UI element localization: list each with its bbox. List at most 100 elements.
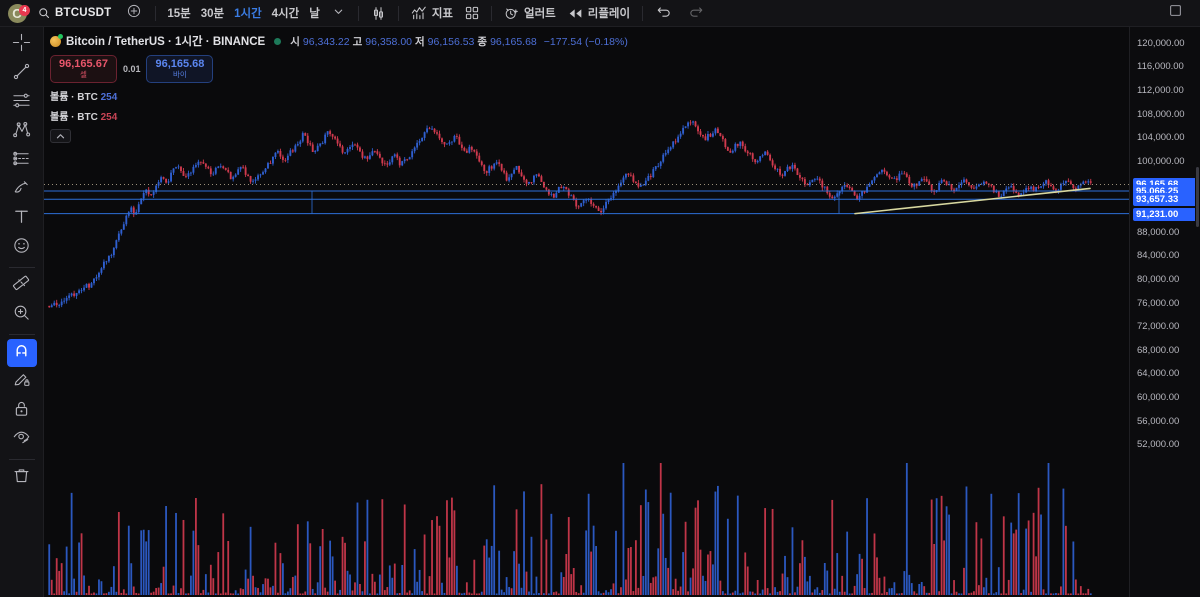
price-change: −177.54 (−0.18%) [543,35,628,48]
ohlc-high-key: 고 [352,35,363,48]
legend-title-row: Bitcoin / TetherUS · 1시간 · BINANCE 시 96,… [50,33,628,49]
timeframe-more-button[interactable] [325,4,352,22]
price-tick: 88,000.00 [1137,226,1180,238]
price-tick: 108,000.00 [1137,108,1185,120]
sidebar-item-remove-drawings-tool[interactable] [7,464,37,492]
price-scale[interactable]: 120,000.00 116,000.00 112,000.00 108,000.00… [1129,27,1200,597]
fib-projection-icon [12,149,31,173]
volume-legend-row-1[interactable]: 볼륨 · BTC 254 [50,88,628,103]
eye-slash-icon [12,428,31,452]
spread-value: 0.01 [122,63,141,74]
replay-label: 리플레이 [587,8,631,20]
volume-series-group [48,463,1092,595]
layout-button[interactable] [459,3,485,23]
alert-button[interactable]: 얼러트 [498,2,562,24]
sidebar-item-text-tool[interactable] [7,205,37,233]
sidebar-item-lock-drawings-tool[interactable] [7,397,37,425]
toolbar-divider-3 [397,5,399,21]
toolbar-divider-left-3 [8,459,35,460]
price-tick: 56,000.00 [1137,415,1180,427]
sidebar-item-crosshair-tool[interactable] [7,31,37,59]
timeframe-15m[interactable]: 15분 [167,8,191,20]
sidebar-item-measure-tool[interactable] [7,272,37,300]
sidebar-item-pitchfork-tool[interactable] [7,118,37,146]
volume-legend-value-2: 254 [100,111,118,123]
price-tick: 72,000.00 [1137,321,1180,333]
vertical-scrollbar[interactable] [1195,27,1200,597]
sidebar-item-magnet-tool[interactable] [6,339,37,367]
toolbar-divider [155,5,157,21]
pencil-lock-icon [12,370,31,394]
sidebar-item-emoji-tool[interactable] [7,234,37,262]
sidebar-item-brush-tool[interactable] [7,176,37,204]
buy-button[interactable]: 96,165.68 바이 [146,55,214,83]
indicators-icon [411,5,427,21]
timeframe-30m[interactable]: 30분 [200,8,225,20]
price-tick: 100,000.00 [1137,155,1185,167]
plus-circle-icon [127,4,141,23]
price-badge[interactable]: 93,657.33 [1133,193,1197,207]
chevron-down-icon [333,4,344,22]
price-tick: 76,000.00 [1137,297,1180,309]
smiley-icon [12,236,31,260]
toolbar-divider-4 [490,5,492,21]
lock-icon [12,399,31,423]
redo-button[interactable] [680,4,711,22]
ohlc-low-key: 저 [415,35,425,48]
app-logo[interactable]: C 4 [0,3,34,23]
sidebar-item-trend-line-tool[interactable] [7,60,37,88]
sidebar-item-hide-drawings-tool[interactable] [7,426,37,454]
undo-button[interactable] [649,4,680,22]
buy-label: 바이 [173,69,187,79]
buy-price: 96,165.68 [155,58,205,70]
brush-icon [12,178,31,202]
price-badge-value: 91,231.00 [1136,208,1179,220]
trendline-group [854,187,1091,215]
toolbar-divider-2 [357,5,359,21]
price-tick: 120,000.00 [1137,37,1185,49]
scrollbar-thumb[interactable] [1196,167,1199,227]
collapse-legend-button[interactable] [50,127,71,145]
sidebar-item-horizontal-lines-tool[interactable] [7,89,37,117]
sidebar-item-zoom-tool[interactable] [7,301,37,329]
square-outline-icon [1169,4,1182,22]
timeframe-4h[interactable]: 4시간 [271,8,300,20]
replay-button[interactable]: 리플레이 [562,2,636,24]
top-toolbar: C 4 BTCUSDT 15분 30분 1시간 4시간 날 [0,0,1200,27]
price-series-group [48,120,1092,308]
ohlc-open-value: 96,343.22 [302,35,350,48]
ruler-icon [12,274,31,298]
bitcoin-icon [50,35,61,47]
timeframe-1d[interactable]: 날 [309,8,320,20]
market-status-dot [274,37,282,45]
sidebar-item-drawing-mode-tool[interactable] [7,368,37,396]
price-badge[interactable]: 91,231.00 [1133,207,1197,221]
ohlc-values: 시 96,343.22 고 96,358.00 저 96,156.53 종 96… [290,34,628,49]
volume-legend-label-1: 볼륨 · BTC [50,91,98,103]
trash-icon [12,466,31,490]
chevron-up-icon [56,127,65,145]
search-icon [38,7,50,19]
redo-arrow-icon [688,4,703,22]
indicators-button[interactable]: 지표 [405,2,459,24]
fullscreen-button[interactable] [1161,4,1190,22]
trend-line-icon [12,62,31,86]
ohlc-open-key: 시 [290,35,300,48]
rewind-icon [568,7,583,20]
symbol-search[interactable]: BTCUSDT [34,0,119,26]
sidebar-item-fib-projection-tool[interactable] [7,147,37,175]
timeframe-1h[interactable]: 1시간 [234,8,262,20]
price-badge-value: 95,066.25 [1136,185,1179,197]
toolbar-divider-left-1 [8,267,35,268]
volume-legend-row-2[interactable]: 볼륨 · BTC 254 [50,108,628,123]
add-symbol-button[interactable] [119,4,149,23]
ohlc-close-value: 96,165.68 [490,35,537,48]
magnet-icon [12,341,31,365]
price-tick: 68,000.00 [1137,344,1180,356]
text-icon [12,207,31,231]
price-tick: 116,000.00 [1137,61,1184,73]
candle-style-button[interactable] [365,3,392,24]
notification-badge[interactable]: 4 [19,4,30,16]
chart-canvas[interactable]: Bitcoin / TetherUS · 1시간 · BINANCE 시 96,… [44,27,1129,597]
sell-button[interactable]: 96,165.67 셀 [50,55,117,83]
